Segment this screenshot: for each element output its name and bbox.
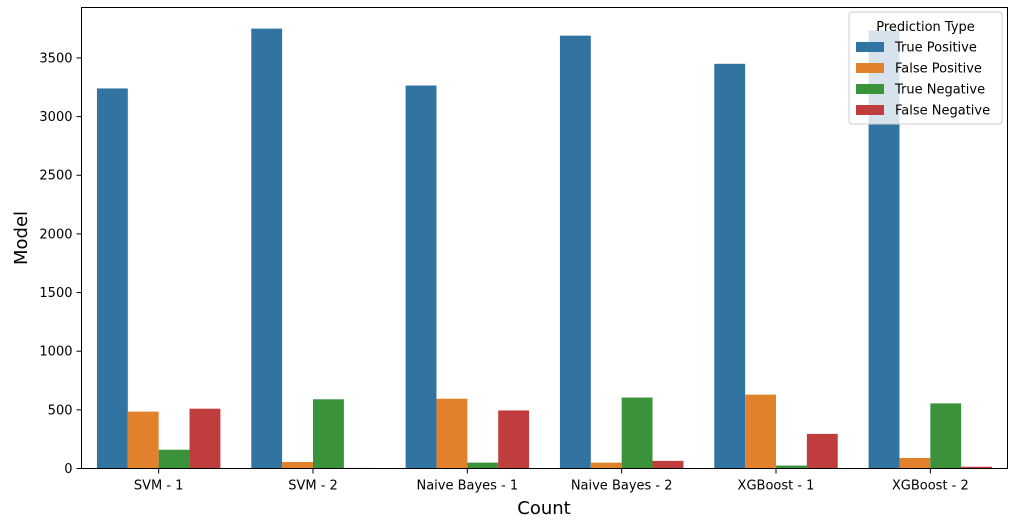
bar-true-negative (467, 462, 499, 469)
bar-false-negative (652, 460, 684, 469)
legend-swatch (856, 42, 884, 52)
bar-true-positive (714, 63, 746, 469)
y-tick-label: 3000 (39, 110, 72, 125)
x-tick-label: SVM - 2 (288, 479, 338, 494)
bar-false-negative (806, 433, 838, 469)
bar-true-positive (405, 85, 437, 469)
legend-box (848, 11, 1003, 125)
y-tick-label: 2000 (39, 227, 72, 242)
x-tick-label: Naive Bayes - 1 (416, 479, 518, 494)
y-tick-label: 0 (64, 462, 72, 477)
bar-true-negative (621, 397, 653, 469)
bar-false-negative (498, 410, 530, 469)
x-tick-label: Naive Bayes - 2 (571, 479, 673, 494)
y-tick-label: 1500 (39, 286, 72, 301)
legend-title: Prediction Type (876, 20, 975, 35)
bar-false-positive (127, 411, 159, 469)
x-tick-label: XGBoost - 2 (892, 479, 969, 494)
bar-true-positive (96, 88, 128, 469)
bar-false-positive (282, 462, 313, 469)
legend-label: False Positive (895, 62, 982, 77)
x-axis-title: Count (517, 498, 570, 519)
bar-false-positive (899, 457, 931, 469)
bar-false-positive (745, 394, 776, 469)
bar-false-positive (590, 462, 622, 469)
legend: Prediction Type True Positive False Positi… (848, 11, 1003, 125)
legend-swatch (856, 63, 884, 73)
legend-label: False Negative (895, 104, 990, 119)
bar-false-negative (189, 408, 221, 469)
legend-swatch (856, 105, 884, 115)
bar-true-negative (158, 449, 190, 469)
x-tick-label: SVM - 1 (134, 479, 184, 494)
plot-frame (81, 7, 1008, 469)
legend-swatch (856, 84, 884, 94)
y-tick-label: 1000 (39, 345, 72, 360)
y-tick-label: 3500 (39, 51, 72, 66)
bar-true-positive (559, 35, 591, 469)
bar-true-positive (251, 28, 283, 469)
bars-group (96, 28, 993, 469)
bar-true-negative (776, 465, 807, 469)
bar-false-negative (961, 466, 993, 469)
y-tick-label: 2500 (39, 169, 72, 184)
y-tick-label: 500 (48, 403, 73, 418)
x-tick-label: XGBoost - 1 (738, 479, 815, 494)
legend-label: True Negative (894, 83, 985, 98)
y-axis-ticks: 0 500 1000 1500 2000 2500 3000 3500 (39, 51, 82, 477)
x-axis-ticks: SVM - 1 SVM - 2 Naive Bayes - 1 Naive Bayes… (134, 468, 969, 494)
bar-false-positive (436, 398, 468, 469)
bar-true-negative (313, 399, 344, 469)
legend-label: True Positive (894, 41, 977, 56)
y-axis-title: Model (11, 211, 32, 265)
bar-true-negative (930, 403, 962, 469)
